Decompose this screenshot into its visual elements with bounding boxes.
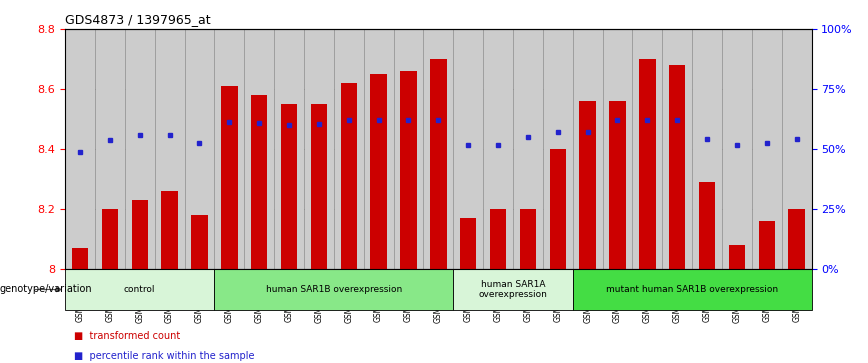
Bar [393,29,424,269]
Text: GSM1279601: GSM1279601 [374,272,383,322]
Bar [155,29,185,269]
Bar [782,29,812,269]
Bar [214,269,453,310]
Text: GSM1279599: GSM1279599 [314,272,324,322]
Bar [221,86,238,269]
Bar [692,29,722,269]
Text: GSM1279592: GSM1279592 [105,272,115,322]
Text: GSM1279600: GSM1279600 [345,272,353,322]
Bar [633,29,662,269]
Bar [185,29,214,269]
Text: GSM1279605: GSM1279605 [613,272,622,322]
Text: mutant human SAR1B overexpression: mutant human SAR1B overexpression [606,285,779,294]
Bar [699,182,715,269]
Bar [460,218,477,269]
Bar [125,29,155,269]
Bar [453,29,483,269]
Bar [431,59,446,269]
Bar [602,29,633,269]
Bar [609,101,626,269]
Text: human SAR1A
overexpression: human SAR1A overexpression [478,280,548,299]
Text: GSM1279598: GSM1279598 [285,272,293,322]
Bar [102,209,118,269]
Bar [483,29,513,269]
Text: human SAR1B overexpression: human SAR1B overexpression [266,285,402,294]
Text: GSM1279602: GSM1279602 [404,272,413,322]
Text: GSM1279597: GSM1279597 [254,272,264,322]
Bar [364,29,393,269]
Text: GSM1279596: GSM1279596 [225,272,233,322]
Bar [542,29,573,269]
Bar [251,95,267,269]
Text: control: control [124,285,155,294]
Bar [281,104,297,269]
Bar [72,248,89,269]
Bar [722,29,752,269]
Bar [274,29,304,269]
Text: GSM1279607: GSM1279607 [673,272,681,322]
Bar [580,101,595,269]
Bar [662,29,692,269]
Bar [311,104,327,269]
Bar [65,29,95,269]
Text: GSM1279603: GSM1279603 [434,272,443,322]
Text: GDS4873 / 1397965_at: GDS4873 / 1397965_at [65,13,211,26]
Bar [161,191,178,269]
Bar [453,269,573,310]
Text: GSM1279591: GSM1279591 [76,272,84,322]
Text: GSM1279593: GSM1279593 [135,272,144,322]
Bar [729,245,745,269]
Text: ■  transformed count: ■ transformed count [74,331,180,341]
Text: GSM1279611: GSM1279611 [792,272,801,322]
Bar [513,29,542,269]
Text: GSM1279615: GSM1279615 [553,272,562,322]
Bar [334,29,364,269]
Bar [95,29,125,269]
Bar [788,209,805,269]
Bar [549,149,566,269]
Text: GSM1279604: GSM1279604 [583,272,592,322]
Bar [490,209,506,269]
Text: GSM1279594: GSM1279594 [165,272,174,322]
Bar [304,29,334,269]
Bar [132,200,148,269]
Text: ■  percentile rank within the sample: ■ percentile rank within the sample [74,351,254,361]
Bar [752,29,782,269]
Text: GSM1279609: GSM1279609 [733,272,741,322]
Bar [214,29,244,269]
Bar [371,74,387,269]
Text: GSM1279610: GSM1279610 [762,272,772,322]
Bar [573,269,812,310]
Bar [340,83,357,269]
Bar [759,221,775,269]
Text: GSM1279606: GSM1279606 [643,272,652,322]
Text: GSM1279608: GSM1279608 [702,272,712,322]
Bar [191,215,207,269]
Bar [669,65,686,269]
Bar [573,29,602,269]
Bar [244,29,274,269]
Bar [65,269,214,310]
Text: GSM1279613: GSM1279613 [494,272,503,322]
Text: genotype/variation: genotype/variation [0,285,93,294]
Text: GSM1279595: GSM1279595 [195,272,204,322]
Bar [520,209,536,269]
Bar [424,29,453,269]
Text: GSM1279612: GSM1279612 [464,272,473,322]
Bar [639,59,655,269]
Text: GSM1279614: GSM1279614 [523,272,532,322]
Bar [400,71,417,269]
